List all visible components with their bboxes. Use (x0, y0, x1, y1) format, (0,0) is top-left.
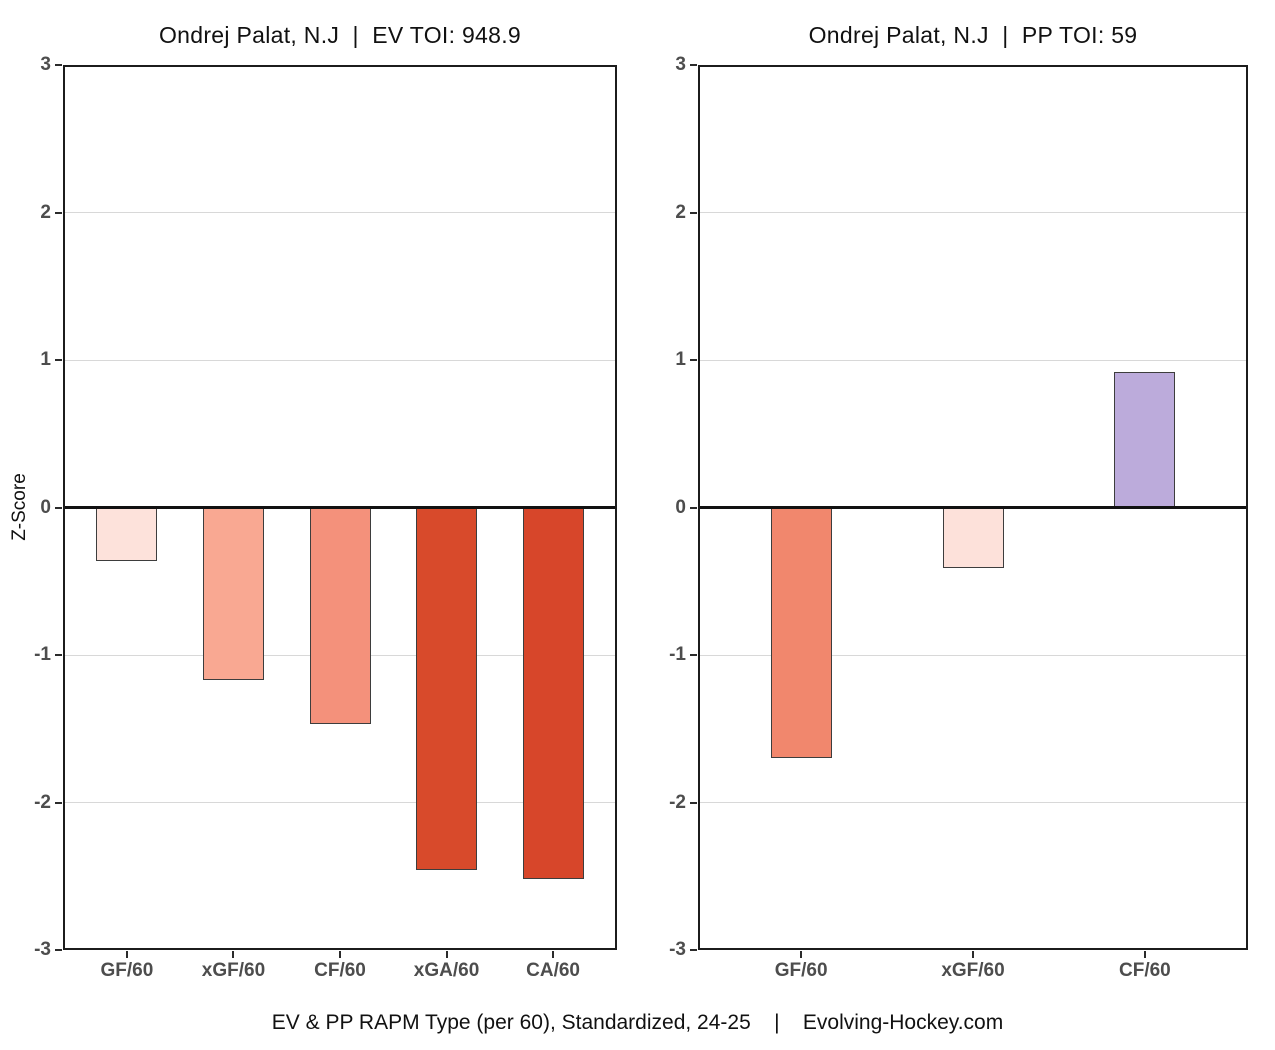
gridline-y-1 (698, 654, 1248, 656)
x-category-label-CF-60: CF/60 (1119, 960, 1171, 981)
bar-CF-60 (1114, 371, 1176, 508)
figure-caption: EV & PP RAPM Type (per 60), Standardized… (271, 1011, 1004, 1034)
y-tick-label: -1 (669, 644, 686, 665)
pp-chart-title: Ondrej Palat, N.J | PP TOI: 59 (808, 22, 1138, 48)
x-tick-mark (800, 951, 803, 958)
x-category-label-xGA-60: xGA/60 (413, 960, 480, 981)
y-tick-mark (690, 64, 697, 66)
x-tick-mark (1143, 951, 1146, 958)
bar-xGA-60 (416, 507, 478, 871)
y-tick-label: -2 (669, 791, 686, 813)
bar-CF-60 (309, 507, 371, 725)
y-tick-mark (55, 64, 62, 66)
y-tick-label: 1 (40, 349, 51, 370)
gridline-y-2 (63, 802, 617, 803)
y-tick-label: 0 (40, 496, 51, 518)
zero-line (63, 506, 617, 509)
y-tick-mark (55, 801, 62, 804)
gridline-y1 (698, 359, 1248, 361)
y-tick-label: 0 (675, 496, 686, 518)
x-tick-mark (445, 951, 448, 958)
gridline-y2 (63, 212, 617, 213)
zero-line (698, 506, 1248, 509)
x-category-label-CA-60: CA/60 (526, 960, 580, 981)
ev-chart-title: Ondrej Palat, N.J | EV TOI: 948.9 (158, 22, 522, 48)
y-tick-mark (690, 211, 697, 214)
x-tick-mark (972, 951, 974, 958)
bar-GF-60 (770, 507, 832, 759)
x-category-label-GF-60: GF/60 (774, 960, 828, 981)
y-tick-label: -3 (34, 939, 51, 960)
x-category-label-xGF-60: xGF/60 (941, 960, 1005, 981)
bar-CA-60 (522, 507, 584, 880)
gridline-y2 (698, 212, 1248, 213)
y-tick-mark (55, 949, 62, 951)
x-category-label-CF-60: CF/60 (314, 960, 366, 981)
x-category-label-GF-60: GF/60 (100, 960, 154, 981)
gridline-y-2 (698, 802, 1248, 803)
x-tick-mark (125, 951, 128, 958)
y-tick-mark (55, 654, 62, 656)
y-tick-mark (55, 211, 62, 214)
x-tick-mark (552, 951, 555, 958)
y-tick-label: -1 (34, 644, 51, 665)
x-tick-mark (232, 951, 235, 958)
y-tick-label: 2 (40, 201, 51, 223)
y-tick-label: 2 (675, 201, 686, 223)
y-tick-label: -3 (669, 939, 686, 960)
x-category-label-xGF-60: xGF/60 (201, 960, 266, 981)
bar-xGF-60 (202, 507, 264, 681)
bar-GF-60 (96, 507, 158, 561)
y-tick-mark (55, 359, 62, 361)
y-tick-mark (55, 506, 62, 509)
y-tick-label: 1 (675, 349, 686, 370)
x-tick-mark (339, 951, 341, 958)
y-tick-mark (690, 654, 697, 656)
y-tick-mark (690, 949, 697, 951)
y-tick-label: -2 (34, 791, 51, 813)
gridline-y1 (63, 359, 617, 361)
y-tick-mark (690, 801, 697, 804)
y-tick-label: 3 (40, 54, 51, 75)
y-tick-label: 3 (675, 54, 686, 75)
y-tick-mark (690, 506, 697, 509)
y-tick-mark (690, 359, 697, 361)
bar-xGF-60 (942, 507, 1004, 568)
